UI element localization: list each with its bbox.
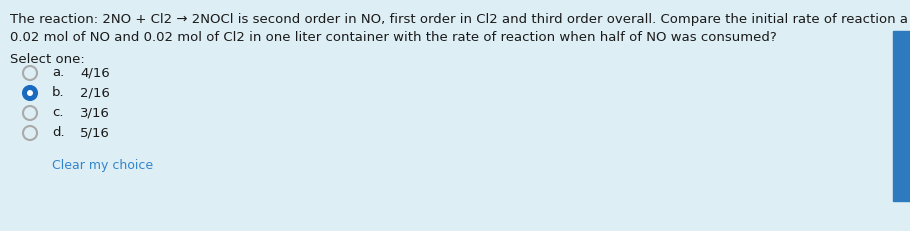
Circle shape — [27, 90, 33, 96]
Text: 5/16: 5/16 — [80, 127, 110, 140]
Bar — [893, 31, 910, 201]
Text: b.: b. — [52, 86, 65, 100]
Text: Clear my choice: Clear my choice — [52, 159, 153, 172]
Text: c.: c. — [52, 106, 64, 119]
Text: 0.02 mol of NO and 0.02 mol of Cl2 in one liter container with the rate of react: 0.02 mol of NO and 0.02 mol of Cl2 in on… — [10, 31, 777, 44]
Text: The reaction: 2NO + Cl2 → 2NOCl is second order in NO, first order in Cl2 and th: The reaction: 2NO + Cl2 → 2NOCl is secon… — [10, 13, 910, 26]
Circle shape — [23, 126, 37, 140]
Text: 3/16: 3/16 — [80, 106, 110, 119]
Text: 2/16: 2/16 — [80, 86, 110, 100]
Circle shape — [23, 66, 37, 80]
Text: a.: a. — [52, 67, 65, 79]
Text: Select one:: Select one: — [10, 53, 85, 66]
Text: d.: d. — [52, 127, 65, 140]
Text: 4/16: 4/16 — [80, 67, 110, 79]
Circle shape — [23, 86, 37, 100]
Circle shape — [23, 106, 37, 120]
